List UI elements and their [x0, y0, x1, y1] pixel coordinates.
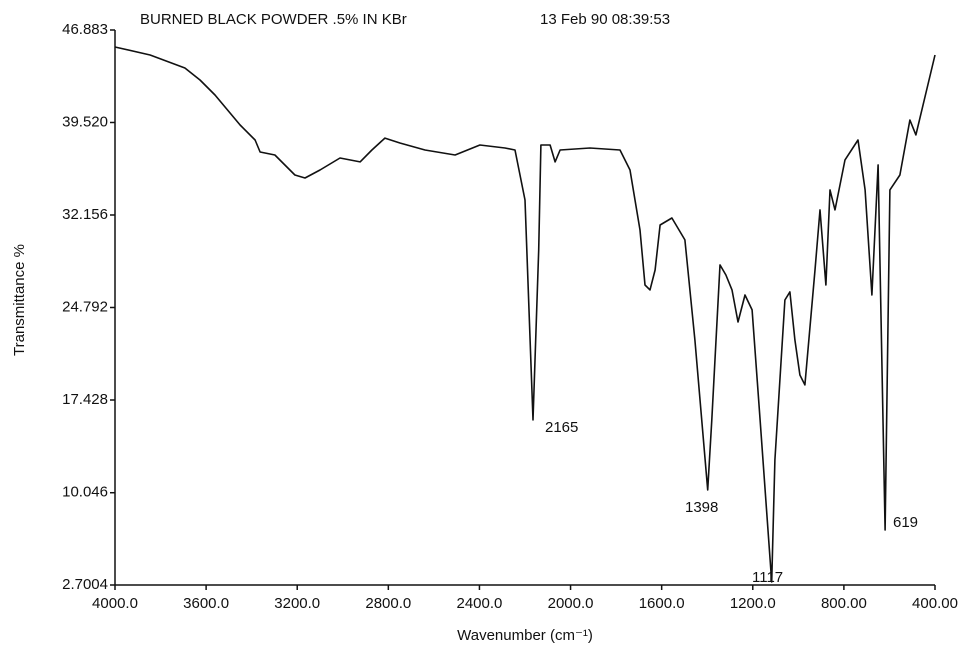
x-tick-label: 3200.0 — [274, 595, 320, 612]
x-tick-label: 800.00 — [821, 595, 867, 612]
chart-subtitle: 13 Feb 90 08:39:53 — [540, 11, 670, 28]
x-tick-label: 3600.0 — [183, 595, 229, 612]
x-tick-label: 1600.0 — [639, 595, 685, 612]
chart-title: BURNED BLACK POWDER .5% IN KBr — [140, 11, 407, 28]
y-tick-label: 24.792 — [62, 298, 108, 315]
peak-label: 619 — [893, 514, 918, 531]
y-tick-label: 39.520 — [62, 113, 108, 130]
y-tick-label: 46.883 — [62, 21, 108, 38]
y-axis-label: Transmittance % — [11, 244, 28, 356]
x-tick-label: 4000.0 — [92, 595, 138, 612]
x-tick-label: 1200.0 — [730, 595, 776, 612]
peak-label: 1398 — [685, 499, 718, 516]
x-tick-label: 2000.0 — [548, 595, 594, 612]
peak-label: 2165 — [545, 419, 578, 436]
x-tick-label: 2800.0 — [365, 595, 411, 612]
x-tick-label: 400.00 — [912, 595, 958, 612]
y-tick-label: 17.428 — [62, 391, 108, 408]
peak-label: 1117 — [752, 569, 783, 586]
spectrum-line — [114, 46, 936, 583]
y-tick-label: 2.7004 — [62, 576, 108, 593]
y-tick-label: 10.046 — [62, 484, 108, 501]
x-axis-label: Wavenumber (cm⁻¹) — [457, 627, 593, 644]
x-tick-label: 2400.0 — [456, 595, 502, 612]
y-tick-label: 32.156 — [62, 206, 108, 223]
